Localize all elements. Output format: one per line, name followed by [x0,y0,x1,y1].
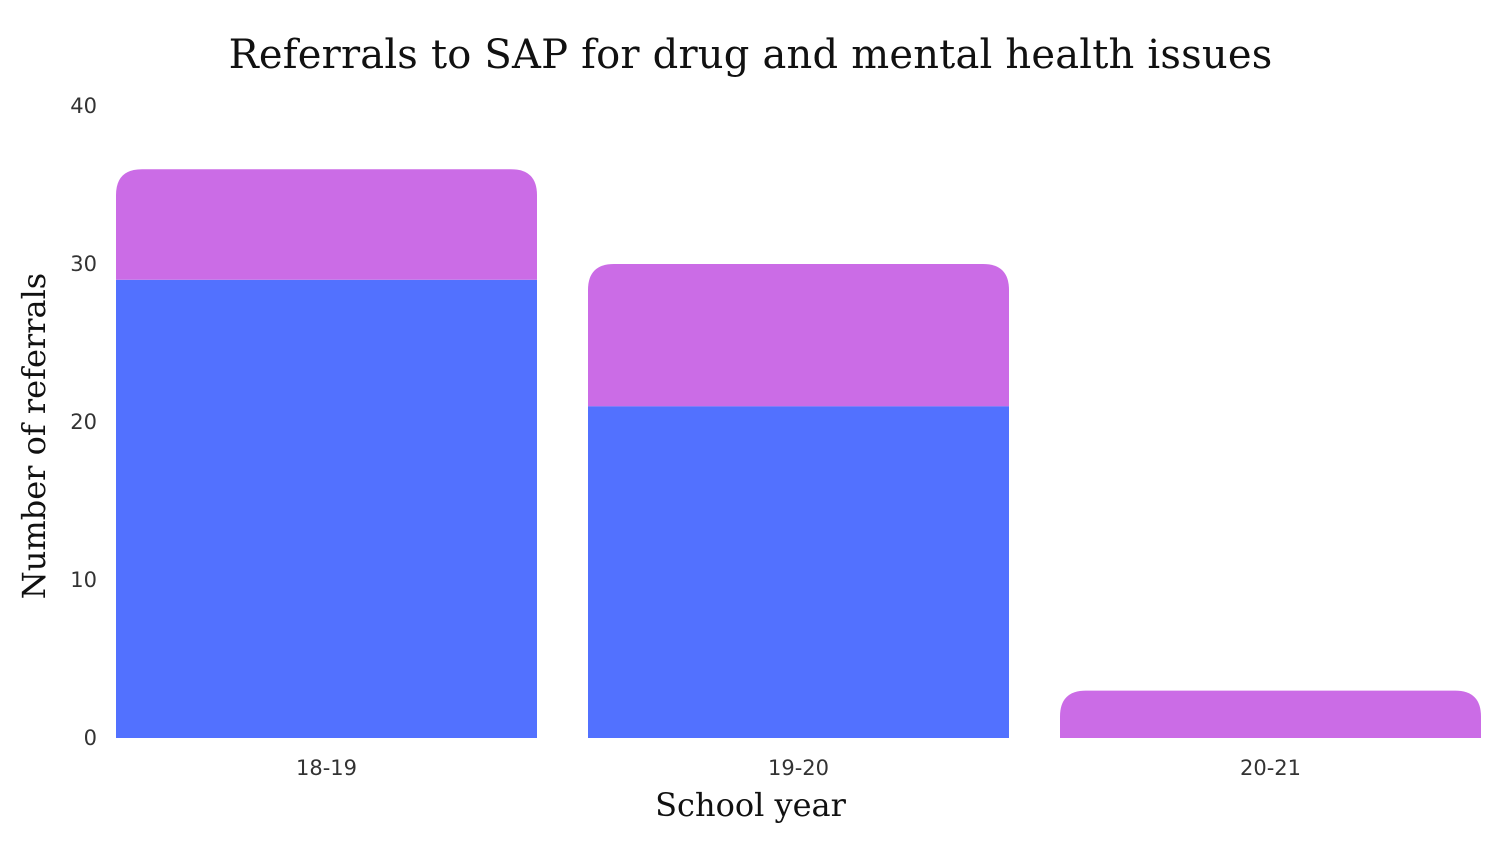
bar-segment-20-21-series-2 [1060,690,1481,738]
bar-segment-18-19-series-2 [116,169,537,280]
bar-segment-19-20-series-2 [588,264,1009,407]
y-tick-label: 40 [70,94,97,118]
bar-segment-19-20-series-1 [588,406,1009,738]
chart-title: Referrals to SAP for drug and mental hea… [228,32,1273,78]
y-tick-label: 30 [70,252,97,276]
y-tick-label: 10 [70,568,97,592]
x-tick-label: 20-21 [1240,756,1301,780]
x-axis-label: School year [655,786,846,824]
x-tick-label: 18-19 [296,756,357,780]
y-tick-label: 0 [84,726,97,750]
x-tick-label: 19-20 [768,756,829,780]
y-tick-label: 20 [70,410,97,434]
bar-segment-18-19-series-1 [116,279,537,738]
